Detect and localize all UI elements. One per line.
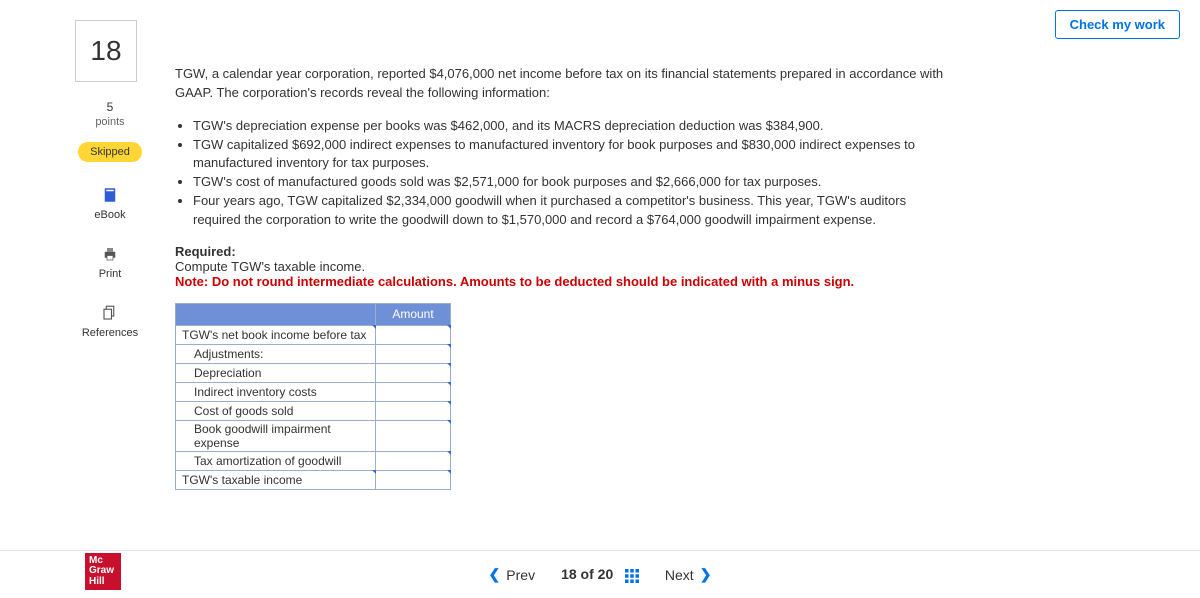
row-label[interactable]: TGW's net book income before tax xyxy=(176,325,376,344)
amount-cell[interactable] xyxy=(376,382,451,401)
row-label: Tax amortization of goodwill xyxy=(176,451,376,470)
print-label: Print xyxy=(99,268,122,280)
required-label: Required: xyxy=(175,244,236,259)
question-number-box: 18 xyxy=(75,20,137,82)
copy-icon xyxy=(101,304,119,322)
footer-nav: ❮ Prev 18 of 20 Next ❯ xyxy=(0,550,1200,598)
prev-label: Prev xyxy=(506,567,535,583)
ebook-label: eBook xyxy=(94,209,125,221)
problem-bullets: TGW's depreciation expense per books was… xyxy=(175,117,945,230)
prev-button[interactable]: ❮ Prev xyxy=(489,566,536,583)
row-label: Depreciation xyxy=(176,363,376,382)
amount-cell[interactable] xyxy=(376,401,451,420)
problem-intro: TGW, a calendar year corporation, report… xyxy=(175,65,945,103)
bullet-item: TGW's cost of manufactured goods sold wa… xyxy=(193,173,945,192)
problem-content: TGW, a calendar year corporation, report… xyxy=(175,65,945,490)
amount-cell[interactable] xyxy=(376,470,451,489)
row-label: Book goodwill impairment expense xyxy=(176,420,376,451)
next-button[interactable]: Next ❯ xyxy=(665,566,712,583)
amount-cell[interactable] xyxy=(376,420,451,451)
total-pages: 20 xyxy=(598,566,614,582)
references-label: References xyxy=(82,327,138,339)
ebook-button[interactable]: eBook xyxy=(75,186,145,221)
amount-cell[interactable] xyxy=(376,344,451,363)
table-row: Book goodwill impairment expense xyxy=(176,420,451,451)
table-row: TGW's taxable income xyxy=(176,470,451,489)
required-text: Compute TGW's taxable income. xyxy=(175,259,365,274)
table-row: Indirect inventory costs xyxy=(176,382,451,401)
points-label: points xyxy=(75,116,145,128)
of-label: of xyxy=(581,566,594,582)
next-label: Next xyxy=(665,567,694,583)
row-label: Adjustments: xyxy=(176,344,376,363)
references-button[interactable]: References xyxy=(75,304,145,339)
required-block: Required: Compute TGW's taxable income. … xyxy=(175,244,945,289)
bullet-item: TGW capitalized $692,000 indirect expens… xyxy=(193,136,945,174)
table-header-blank xyxy=(176,303,376,325)
row-label: Indirect inventory costs xyxy=(176,382,376,401)
row-label[interactable]: TGW's taxable income xyxy=(176,470,376,489)
note-text: Note: Do not round intermediate calculat… xyxy=(175,274,854,289)
amount-cell[interactable] xyxy=(376,451,451,470)
check-my-work-button[interactable]: Check my work xyxy=(1055,10,1180,39)
table-header-amount: Amount xyxy=(376,303,451,325)
table-row: Depreciation xyxy=(176,363,451,382)
points-value: 5 xyxy=(75,100,145,114)
table-row: Cost of goods sold xyxy=(176,401,451,420)
table-row: Adjustments: xyxy=(176,344,451,363)
row-label: Cost of goods sold xyxy=(176,401,376,420)
current-page: 18 xyxy=(561,566,577,582)
bullet-item: Four years ago, TGW capitalized $2,334,0… xyxy=(193,192,945,230)
answer-table: Amount TGW's net book income before tax … xyxy=(175,303,451,490)
amount-cell[interactable] xyxy=(376,325,451,344)
book-icon xyxy=(101,186,119,204)
print-button[interactable]: Print xyxy=(75,245,145,280)
printer-icon xyxy=(101,245,119,263)
bullet-item: TGW's depreciation expense per books was… xyxy=(193,117,945,136)
chevron-left-icon: ❮ xyxy=(489,566,501,583)
page-counter: 18 of 20 xyxy=(561,566,639,582)
table-row: TGW's net book income before tax xyxy=(176,325,451,344)
amount-cell[interactable] xyxy=(376,363,451,382)
grid-icon[interactable] xyxy=(625,569,639,583)
chevron-right-icon: ❯ xyxy=(700,566,712,583)
sidebar: 18 5 points Skipped eBook Print Referenc… xyxy=(75,20,145,339)
skipped-badge: Skipped xyxy=(78,142,142,162)
table-row: Tax amortization of goodwill xyxy=(176,451,451,470)
